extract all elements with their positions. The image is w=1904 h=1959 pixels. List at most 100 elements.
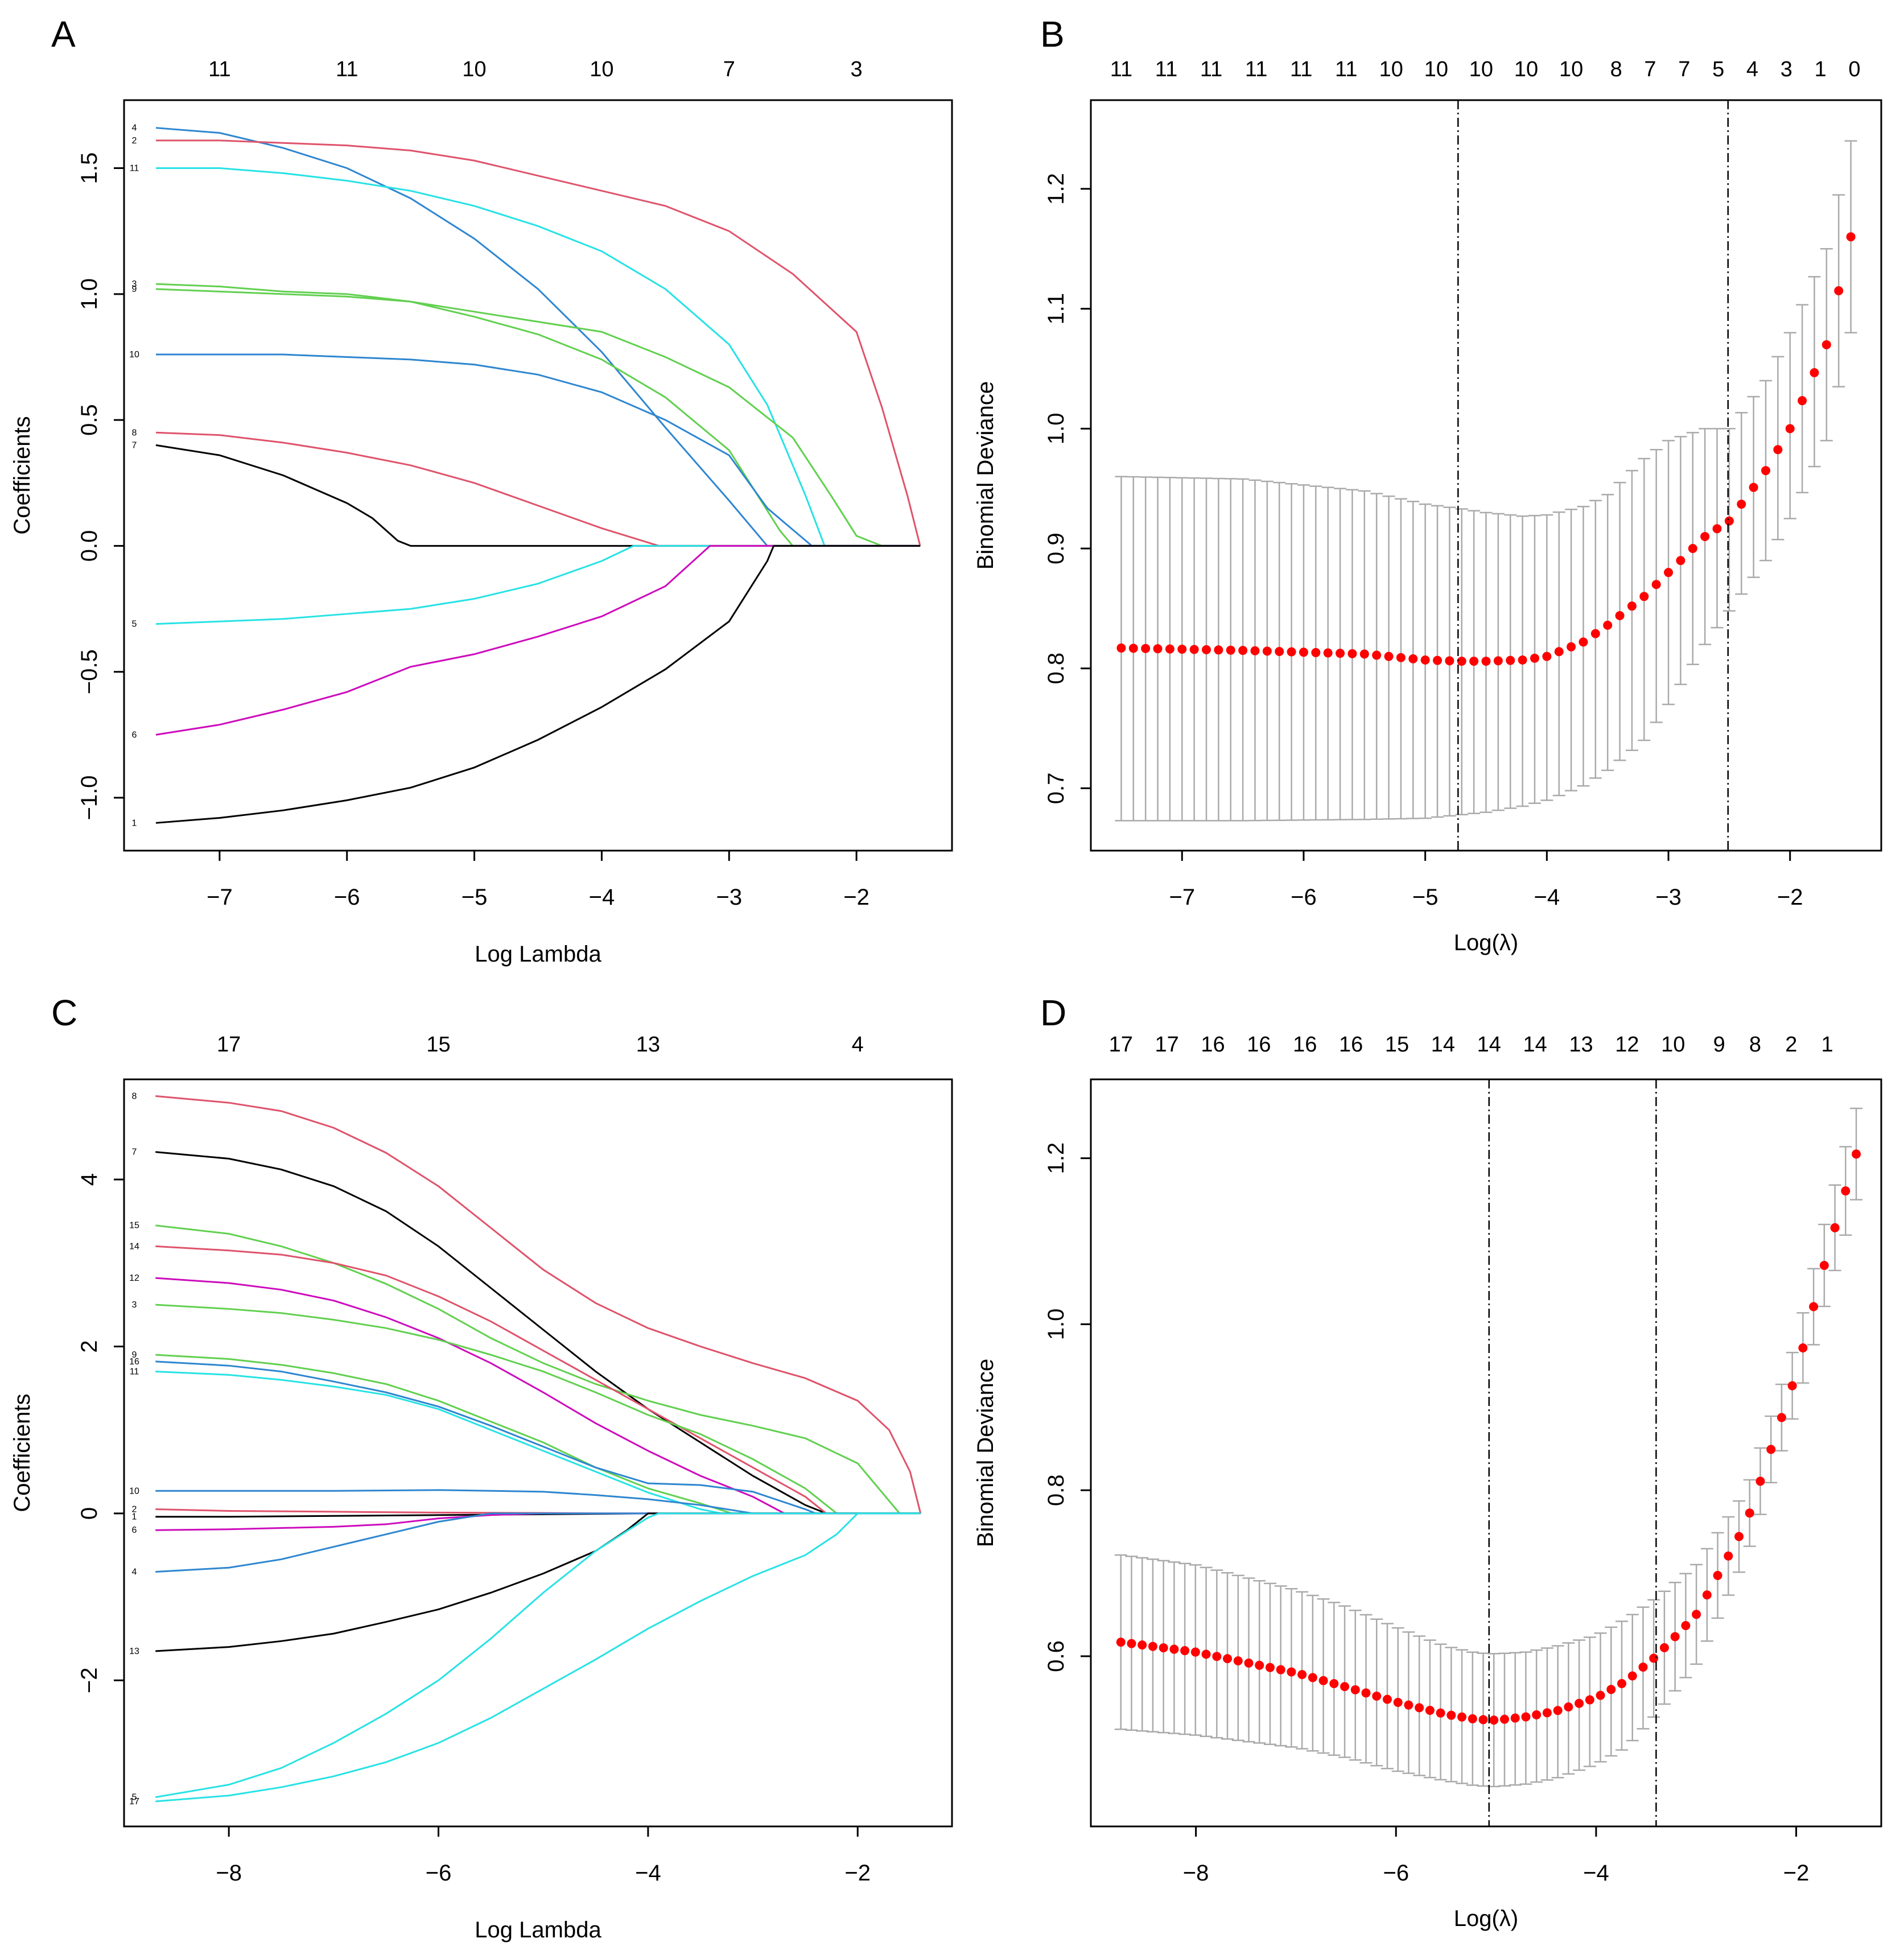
top-axis-count: 10 [590,57,613,81]
deviance-point [1436,1708,1445,1718]
deviance-point [1127,1639,1136,1648]
y-tick-label: 1.5 [77,152,102,184]
panel-letter: C [51,992,77,1033]
top-axis-count: 16 [1201,1033,1225,1057]
coef-label: 2 [132,136,137,146]
deviance-point [1212,1652,1222,1661]
coef-path-10 [155,353,921,547]
deviance-point [1372,650,1382,660]
x-tick-label: −6 [334,885,360,910]
deviance-point [1590,629,1600,638]
x-tick-label: −8 [216,1861,242,1886]
coef-label: 4 [132,1568,137,1577]
top-axis-count: 17 [217,1033,241,1057]
deviance-point [1493,656,1503,666]
y-tick-label: 1.2 [1044,173,1069,205]
top-axis-count: 0 [1848,57,1860,81]
coef-path-2 [155,139,921,546]
coef-label: 16 [129,1357,139,1367]
coef-path-17 [155,1512,921,1803]
deviance-point [1226,645,1235,655]
top-axis-count: 7 [1678,57,1690,81]
top-axis-count: 10 [1559,57,1583,81]
deviance-point [1649,1653,1659,1663]
deviance-point [1681,1621,1691,1631]
deviance-point [1350,1685,1360,1694]
deviance-point [1692,1610,1701,1619]
deviance-point [1798,1343,1808,1353]
coef-path-16 [155,1360,921,1515]
x-tick-label: −5 [1412,885,1439,910]
deviance-point [1347,649,1357,658]
deviance-point [1852,1149,1861,1159]
deviance-point [1676,556,1685,566]
coef-path-4 [155,1512,921,1573]
deviance-point [1749,482,1758,492]
coef-path-10 [155,1489,921,1515]
deviance-point [1809,1302,1819,1312]
top-axis-count: 11 [1290,57,1312,81]
deviance-point [1255,1660,1264,1670]
top-axis-count: 15 [426,1033,450,1057]
deviance-point [1469,657,1479,666]
y-tick-label: 0.7 [1044,773,1069,805]
y-tick-label: 4 [77,1173,102,1186]
top-axis-count: 10 [1661,1033,1685,1057]
deviance-point [1372,1692,1382,1701]
top-axis-count: 4 [1746,57,1758,81]
y-axis-title: Coefficients [10,1393,35,1512]
top-axis-count: 10 [1379,57,1403,81]
deviance-point [1425,1706,1435,1715]
deviance-point [1169,1644,1179,1654]
deviance-point [1287,647,1296,657]
top-axis-count: 2 [1785,1033,1797,1057]
y-tick-label: −2 [77,1667,102,1693]
top-axis-count: 11 [336,57,358,81]
deviance-point [1532,1710,1542,1719]
deviance-point [1323,648,1333,658]
deviance-point [1603,620,1613,630]
plot-frame [123,99,953,852]
coef-label: 8 [132,428,137,438]
panel-D: D −8 −6 −4 −2 0.6 0.8 1.0 1.2 17 17 16 16 16 16 15 14 14 1… [973,992,1882,1931]
deviance-point [1233,1656,1243,1666]
x-tick-label: −6 [426,1861,452,1886]
coef-path-6 [155,545,921,736]
top-axis-count: 7 [1644,57,1656,81]
plot-frame [123,1078,953,1828]
coef-path-9 [155,288,921,547]
deviance-point [1664,568,1674,578]
coef-path-11 [155,1370,921,1515]
x-tick-label: −8 [1183,1861,1209,1886]
deviance-point [1506,655,1515,665]
top-axis-count: 13 [636,1033,660,1057]
deviance-point [1190,1647,1200,1657]
coef-label: 9 [132,1350,137,1360]
deviance-point [1265,1663,1275,1672]
x-tick-label: −5 [461,885,488,910]
y-axis-title: Binomial Deviance [973,1359,998,1547]
top-axis-count: 3 [1781,57,1792,81]
deviance-point [1393,1698,1403,1708]
y-tick-label: 0.8 [1044,1474,1069,1506]
x-tick-label: −2 [1777,885,1803,910]
coef-path-3 [155,1304,921,1515]
deviance-point [1384,651,1394,661]
coef-label: 5 [132,1793,137,1803]
top-axis-count: 12 [1615,1033,1639,1057]
coef-label: 2 [132,1505,137,1515]
deviance-point [1420,655,1430,665]
deviance-point [1542,651,1552,661]
y-tick-label: 1.0 [77,278,102,310]
top-axis-count: 16 [1293,1033,1317,1057]
coef-label: 13 [129,1647,139,1656]
top-axis-count: 11 [1335,57,1357,81]
coef-path-4 [155,127,921,547]
coef-path-13 [155,1512,921,1652]
top-axis-count: 14 [1477,1033,1501,1057]
deviance-point [1318,1676,1328,1685]
top-axis-count: 17 [1109,1033,1133,1057]
coef-path-7 [155,1151,921,1515]
deviance-point [1700,531,1710,541]
